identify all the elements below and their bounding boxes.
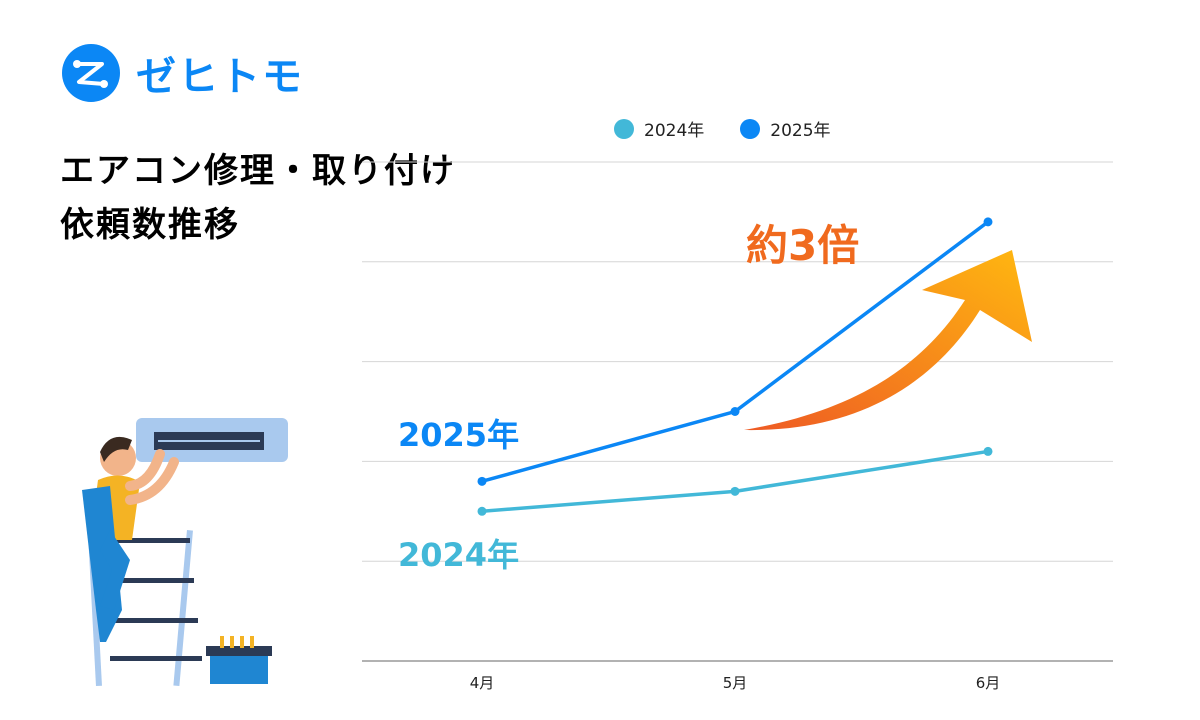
x-tick-label: 4月 [470,674,495,692]
legend-item-2024: 2024年 [614,116,704,141]
technician-illustration [82,418,288,687]
annotation-3x: 約3倍 [746,221,859,270]
logo: ゼヒトモ [62,44,304,102]
data-point [477,506,487,516]
series-label-2025: 2025年 [398,416,519,454]
title-line-2: 依頼数推移 [60,205,240,245]
data-point [983,217,993,227]
data-point [477,476,487,486]
series-line-2025年 [481,220,990,484]
legend-dot-2024 [614,118,634,139]
series-label-2024: 2024年 [398,536,519,574]
title-line-1: エアコン修理・取り付け [60,151,456,191]
data-point [730,407,740,416]
legend-dot-2025 [740,118,761,139]
page-title: エアコン修理・取り付け 依頼数推移 [60,144,456,252]
zehitomo-logo-icon [62,44,120,102]
growth-arrow-icon [744,250,1032,431]
legend-item-2025: 2025年 [740,116,831,141]
data-point [730,486,740,496]
legend-label-2025: 2025年 [770,121,831,141]
legend-label-2024: 2024年 [644,121,705,141]
data-point [983,446,993,456]
x-tick-label: 6月 [976,674,1001,692]
logo-text: ゼヒトモ [136,54,304,100]
x-tick-label: 5月 [723,674,748,692]
chart-legend: 2024年 2025年 [614,116,831,141]
